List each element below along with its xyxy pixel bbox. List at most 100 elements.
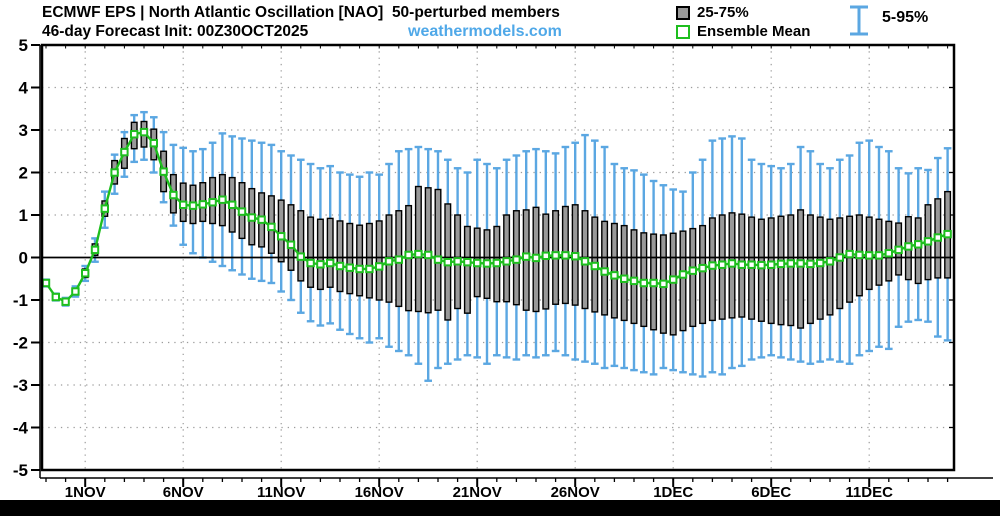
ensemble-mean-marker	[629, 276, 639, 286]
ensemble-mean-marker	[463, 257, 472, 267]
y-tick-label: 3	[19, 121, 28, 140]
ensemble-mean-marker	[365, 264, 374, 274]
ensemble-mean-marker	[414, 249, 423, 259]
ensemble-mean-marker	[923, 237, 933, 246]
ensemble-mean-marker	[825, 257, 835, 266]
y-tick-label: -2	[13, 333, 28, 352]
ensemble-mean-marker	[443, 257, 453, 267]
ensemble-mean-marker	[865, 251, 874, 260]
y-tick-label: 2	[19, 163, 28, 182]
y-tick-label: 0	[19, 248, 28, 267]
ensemble-mean-marker	[424, 250, 433, 260]
ensemble-mean-marker	[482, 259, 492, 268]
iqr-box	[826, 218, 834, 316]
ensemble-mean-marker	[600, 267, 609, 276]
x-tick-label: 6NOV	[163, 484, 204, 500]
iqr-box	[287, 204, 295, 271]
ensemble-mean-marker	[747, 260, 756, 269]
ensemble-mean-marker	[257, 215, 266, 224]
box-range-icon	[676, 5, 690, 20]
iqr-box	[787, 214, 795, 327]
iqr-box	[689, 227, 697, 328]
ensemble-mean-marker	[580, 257, 590, 266]
y-tick-label: -4	[13, 418, 29, 437]
legend-mean-label: Ensemble Mean	[697, 23, 811, 40]
y-tick-label: -5	[13, 461, 28, 480]
ensemble-mean-marker	[179, 200, 188, 210]
iqr-box	[846, 215, 854, 303]
ensemble-mean-marker	[169, 190, 178, 200]
ensemble-mean-marker	[874, 251, 884, 260]
iqr-box	[757, 218, 765, 322]
ensemble-mean-marker	[757, 260, 766, 270]
ensemble-mean-icon	[676, 24, 690, 39]
ensemble-mean-marker	[404, 250, 413, 260]
ensemble-mean-marker	[306, 258, 315, 268]
ensemble-mean-marker	[277, 232, 286, 241]
iqr-box	[767, 217, 775, 325]
ensemble-mean-marker	[933, 233, 942, 242]
iqr-box	[699, 224, 707, 325]
iqr-box	[620, 224, 628, 322]
ensemble-mean-marker	[247, 213, 257, 222]
legend-whisker-label: 5-95%	[882, 9, 929, 26]
plot-border	[40, 43, 956, 472]
x-tick-label: 1NOV	[65, 484, 106, 500]
ensemble-mean-marker	[776, 259, 786, 269]
ensemble-mean-marker	[531, 253, 541, 263]
ensemble-mean-marker	[767, 260, 776, 269]
iqr-box	[434, 188, 442, 311]
iqr-box	[277, 199, 285, 263]
whisker-range-icon	[850, 5, 868, 36]
ensemble-mean-marker	[198, 200, 208, 209]
ensemble-mean-marker	[90, 245, 100, 255]
ensemble-mean-marker	[100, 204, 109, 213]
ensemble-mean-marker	[551, 251, 560, 260]
iqr-box	[307, 216, 315, 288]
x-tick-label: 11NOV	[257, 484, 305, 500]
ensemble-mean-marker	[345, 263, 355, 272]
ensemble-mean-marker	[561, 251, 570, 260]
ensemble-mean-marker	[51, 292, 60, 302]
ensemble-mean-marker	[316, 260, 325, 269]
ensemble-mean-marker	[855, 250, 864, 260]
ensemble-mean-marker	[590, 261, 599, 271]
legend-row-box: 25-75%	[676, 3, 810, 22]
ensemble-mean-marker	[130, 130, 139, 139]
x-tick-label: 26NOV	[551, 484, 600, 500]
ensemble-mean-marker	[110, 168, 119, 177]
ensemble-mean-marker	[41, 278, 51, 288]
ensemble-mean-marker	[649, 278, 658, 288]
ensemble-mean-marker	[796, 259, 805, 268]
ensemble-mean-marker	[943, 229, 952, 239]
ensemble-mean-marker	[727, 259, 737, 268]
ensemble-mean-marker	[816, 258, 825, 268]
ensemble-mean-marker	[708, 261, 717, 270]
ensemble-mean-marker	[571, 252, 580, 261]
ensemble-mean-marker	[620, 274, 629, 283]
x-tick-label: 21NOV	[453, 484, 502, 500]
ensemble-mean-marker	[737, 260, 746, 269]
ensemble-mean-marker	[453, 257, 462, 266]
ensemble-mean-marker	[502, 257, 511, 266]
iqr-box	[316, 218, 324, 291]
y-tick-label: -3	[13, 376, 28, 395]
nao-box-whisker-chart: 5 4 3 2 1 0 -1 -2 -3 -4 -5 1NOV 6NOV 11NOV 16NOV 21NOV 2…	[13, 36, 993, 500]
watermark-link[interactable]: weathermodels.com	[408, 23, 562, 40]
iqr-box	[326, 217, 334, 288]
ensemble-mean-marker	[71, 287, 80, 296]
ensemble-mean-marker	[61, 297, 70, 306]
x-tick-label: 11DEC	[845, 484, 893, 500]
iqr-box	[669, 232, 677, 336]
ensemble-mean-marker	[492, 258, 502, 268]
iqr-box	[346, 222, 354, 295]
ensemble-mean-marker	[355, 264, 364, 274]
ensemble-mean-marker	[610, 271, 619, 280]
ensemble-mean-marker	[669, 275, 678, 284]
ensemble-mean-marker	[296, 252, 306, 261]
iqr-box	[914, 217, 922, 285]
ensemble-mean-marker	[894, 245, 903, 255]
ensemble-mean-marker	[120, 147, 129, 157]
legend-row-whisker: 5-95%	[848, 3, 928, 39]
iqr-box	[777, 215, 785, 326]
